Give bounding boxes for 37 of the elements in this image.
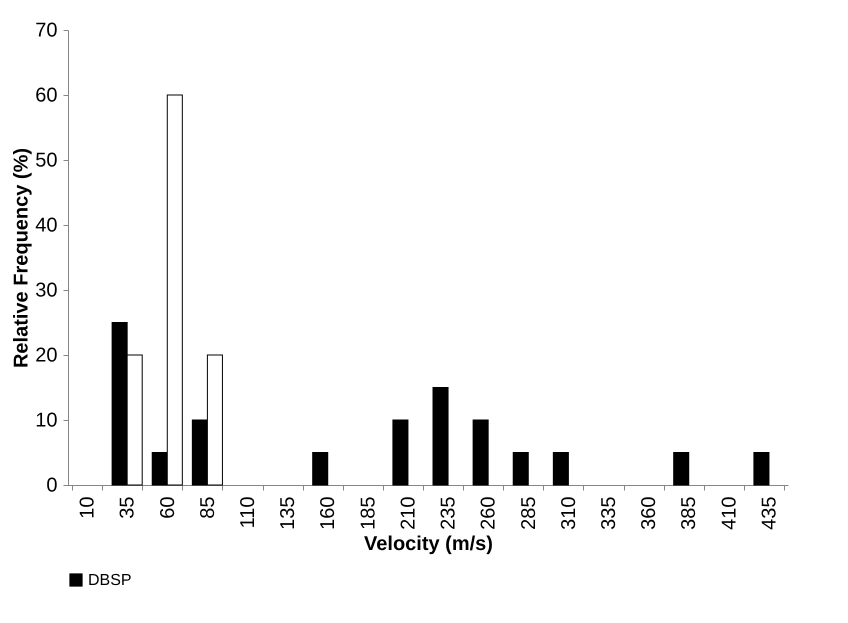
y-tick-label: 70 — [35, 20, 58, 42]
x-tick-label: 260 — [478, 496, 500, 530]
x-tick-label: 335 — [598, 496, 620, 530]
bar — [753, 452, 770, 486]
x-tick-label: 235 — [438, 496, 460, 530]
x-axis-title: Velocity (m/s) — [364, 532, 493, 555]
bar — [312, 452, 328, 486]
bar — [512, 452, 529, 486]
y-tick-label: 50 — [35, 150, 58, 172]
x-tick-label: 285 — [518, 496, 540, 530]
x-tick-label: 210 — [397, 496, 420, 530]
x-tick-label: 185 — [357, 496, 380, 530]
y-tick-label: 60 — [35, 84, 58, 106]
bar — [673, 452, 690, 486]
x-tick-label: 35 — [116, 496, 139, 519]
x-tick-label: 10 — [76, 496, 99, 519]
x-tick-label: 110 — [237, 496, 259, 528]
legend-label: DBSP — [88, 572, 132, 589]
x-tick-label: 160 — [317, 496, 340, 530]
x-tick-label: 85 — [196, 496, 219, 519]
x-tick-label: 410 — [718, 496, 740, 530]
bar — [552, 452, 569, 486]
x-tick-label: 135 — [277, 496, 300, 530]
bar — [432, 387, 449, 486]
x-tick-label: 360 — [638, 496, 660, 530]
bar — [392, 420, 408, 486]
y-tick-label: 0 — [46, 474, 58, 496]
y-tick-label: 30 — [35, 280, 58, 302]
x-tick-label: 60 — [156, 496, 179, 519]
y-tick-label: 20 — [35, 344, 58, 366]
bar — [472, 420, 489, 486]
y-tick-label: 10 — [35, 410, 58, 432]
y-axis-title: Relative Frequency (%) — [10, 148, 32, 368]
x-tick-label: 310 — [558, 496, 580, 530]
y-tick-label: 40 — [35, 214, 58, 236]
x-tick-label: 435 — [758, 496, 780, 530]
x-tick-label: 385 — [678, 496, 700, 530]
